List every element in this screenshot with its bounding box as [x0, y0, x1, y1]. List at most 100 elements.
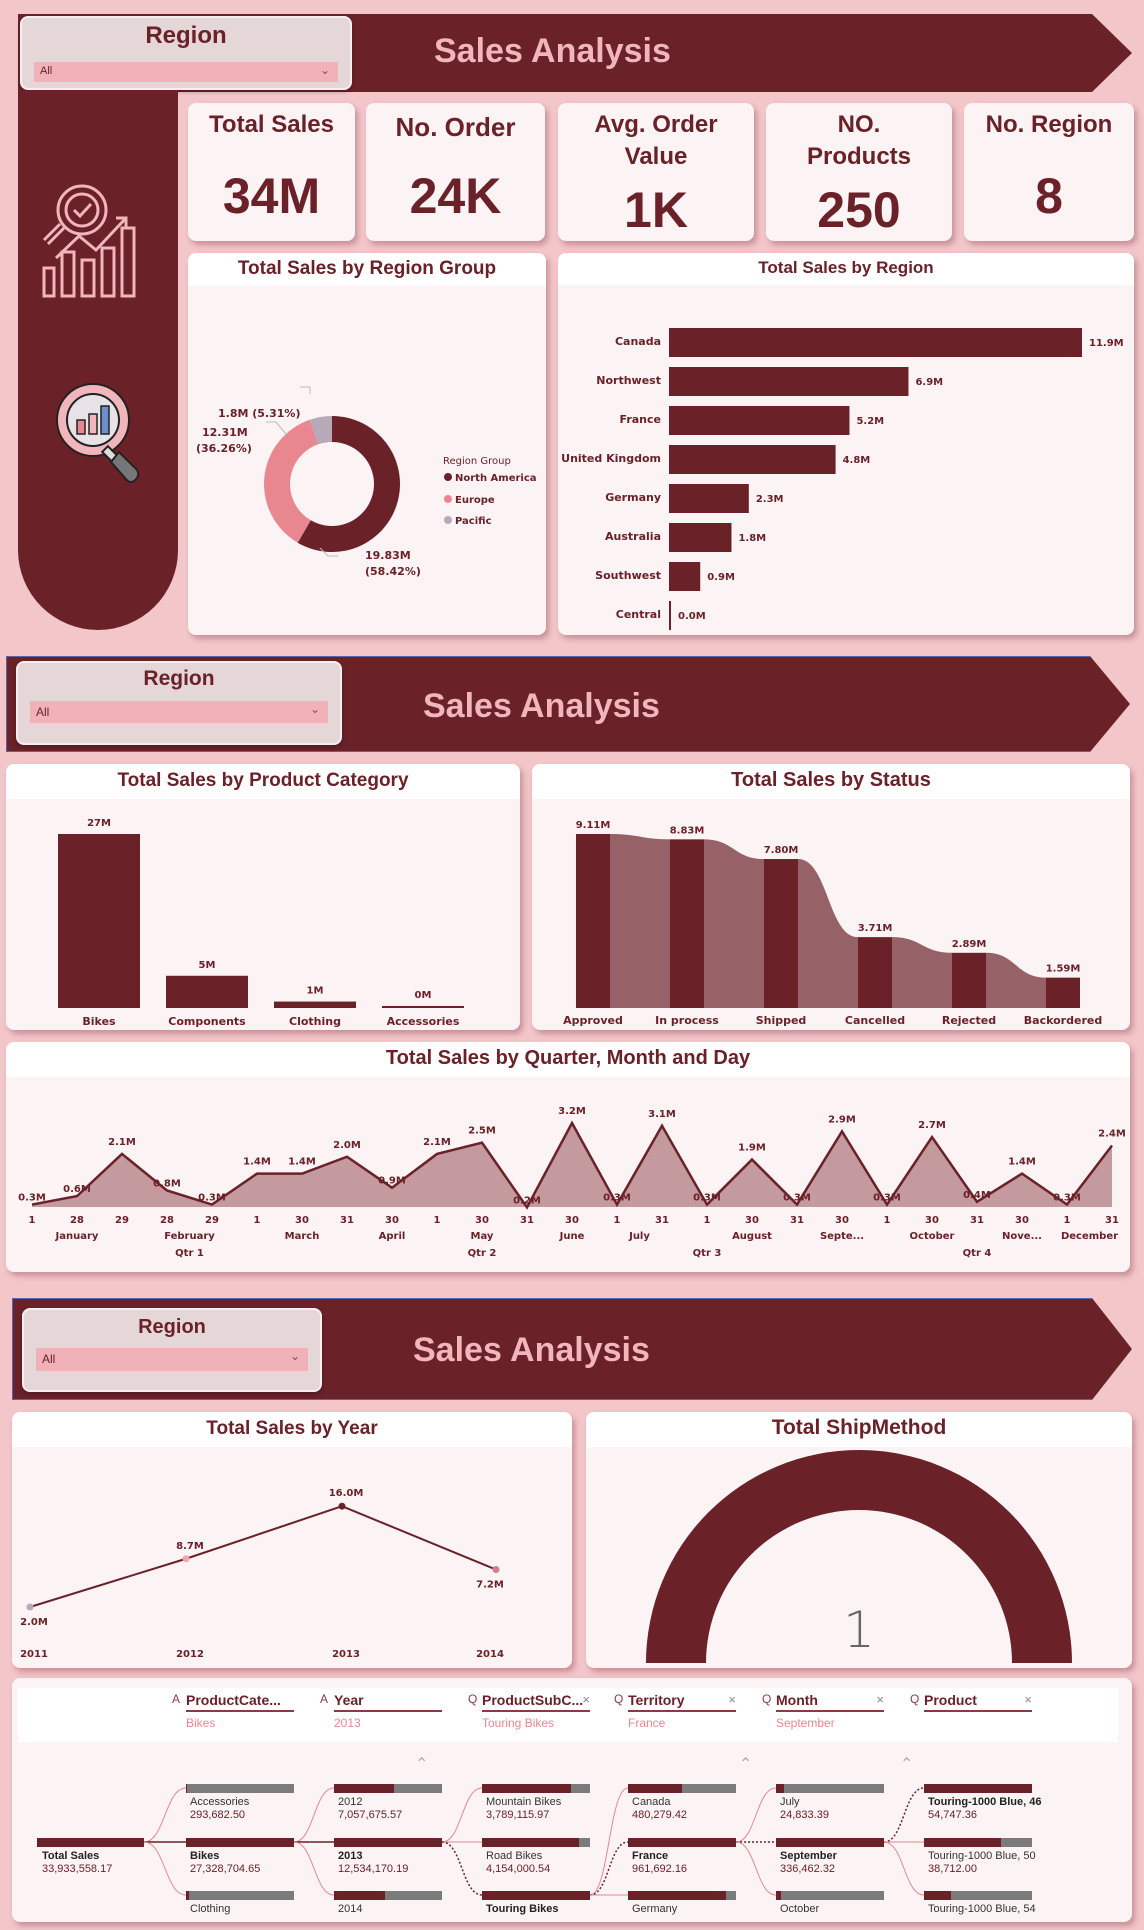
bar-value-label: 5.2M: [856, 416, 884, 427]
bar[interactable]: [952, 952, 986, 1008]
region-dropdown[interactable]: All ⌄: [30, 701, 328, 723]
region-dropdown[interactable]: All ⌄: [34, 62, 338, 82]
bar[interactable]: [382, 1006, 464, 1008]
donut-slice[interactable]: [297, 416, 400, 552]
decomp-node-bar[interactable]: [924, 1838, 1032, 1847]
bar[interactable]: [669, 484, 749, 513]
bar[interactable]: [58, 834, 140, 1008]
area-line[interactable]: [31, 1120, 1113, 1210]
line-point[interactable]: [26, 1603, 34, 1611]
bar[interactable]: [1046, 977, 1080, 1008]
bar-value-label: 2.3M: [756, 494, 784, 505]
expand-up-icon[interactable]: ⌃: [739, 1756, 753, 1773]
bar[interactable]: [576, 834, 610, 1008]
decomp-node-bar[interactable]: [186, 1784, 294, 1793]
bar[interactable]: [669, 406, 850, 435]
bar[interactable]: [669, 562, 701, 591]
bar[interactable]: [166, 975, 248, 1008]
decomp-level-header[interactable]: Q Product ×: [910, 1692, 1032, 1712]
decomp-root-bar[interactable]: [37, 1838, 144, 1847]
decomp-node-label: Touring-1000 Blue, 54: [928, 1903, 1036, 1915]
decomp-node-bar[interactable]: [628, 1891, 736, 1900]
decomp-level-header[interactable]: Q Month ×: [762, 1692, 884, 1712]
day-tick: 31: [655, 1215, 669, 1226]
ribbon: [610, 834, 670, 1008]
close-icon[interactable]: ×: [1024, 1692, 1032, 1707]
close-icon[interactable]: ×: [876, 1692, 884, 1707]
bar[interactable]: [274, 1001, 356, 1008]
bar-category-label: Backordered: [1024, 1014, 1102, 1027]
decomp-node-bar[interactable]: [482, 1784, 590, 1793]
decomp-field-label: Month: [776, 1692, 818, 1708]
kpi-value: 34M: [222, 168, 321, 224]
decomp-node-bar[interactable]: [482, 1891, 590, 1900]
line[interactable]: [29, 1505, 497, 1608]
product-category-bar-chart[interactable]: 27M Bikes 5M Components 1M Clothing 0M Accessor…: [6, 799, 520, 1030]
bar[interactable]: [669, 523, 732, 552]
decomp-node-bar[interactable]: [628, 1838, 736, 1847]
region-slicer[interactable]: Region All ⌄: [16, 661, 342, 745]
month-label: August: [732, 1231, 772, 1242]
area-fill: [32, 1123, 1112, 1208]
decomp-node-bar[interactable]: [628, 1784, 736, 1793]
quarter-month-day-area-chart[interactable]: 0.3M 1 0.6M 28 2.1M 29 0.8M 28 0.3M 29 1.4M 1 1.4M 30…: [6, 1077, 1130, 1272]
region-bar-chart[interactable]: Canada 11.9M Northwest 6.9M France 5.2M United…: [558, 285, 1134, 635]
decomp-node-label: Touring-1000 Blue, 46 54,747.36: [928, 1796, 1042, 1821]
decomp-level-header[interactable]: Q Territory ×: [614, 1692, 736, 1712]
donut-slice[interactable]: [264, 419, 319, 543]
decomp-node-bar[interactable]: [776, 1838, 884, 1847]
bar-value-label: 27M: [87, 818, 111, 829]
year-line-chart-card: Total Sales by Year 2.0M 2011 8.7M 2012 16.0…: [12, 1412, 572, 1668]
quarter-label: Qtr 2: [468, 1248, 497, 1259]
decomp-node-label: Clothing: [190, 1903, 231, 1915]
close-icon[interactable]: ×: [728, 1692, 736, 1707]
dropdown-value: All: [40, 65, 53, 77]
decomp-node-bar[interactable]: [776, 1891, 884, 1900]
bar[interactable]: [669, 445, 836, 474]
decomp-level-header[interactable]: A Year: [320, 1692, 442, 1712]
decomp-selected-value: 2013: [334, 1716, 361, 1730]
bar[interactable]: [858, 937, 892, 1008]
decomp-node-bar[interactable]: [924, 1891, 1032, 1900]
line-point[interactable]: [182, 1555, 190, 1563]
region-slicer[interactable]: Region All ⌄: [22, 1308, 322, 1392]
decomp-level-header[interactable]: A ProductCate...: [172, 1692, 294, 1712]
line-point[interactable]: [338, 1502, 346, 1510]
decomp-level-header[interactable]: Q ProductSubC... ×: [468, 1692, 590, 1712]
bar[interactable]: [669, 367, 909, 396]
region-dropdown[interactable]: All ⌄: [36, 1348, 308, 1371]
year-line-chart[interactable]: 2.0M 2011 8.7M 2012 16.0M 2013 7.2M 2014: [12, 1447, 572, 1668]
chart-title: Total Sales by Quarter, Month and Day: [6, 1042, 1130, 1077]
europe-label-value: 12.31M: [202, 426, 248, 439]
donut-chart[interactable]: 1.8M (5.31%) 12.31M (36.26%) 19.83M (58.…: [188, 286, 546, 626]
bar[interactable]: [669, 328, 1082, 357]
decomp-node-bar[interactable]: [334, 1784, 442, 1793]
decomp-node-bar[interactable]: [776, 1784, 884, 1793]
month-label: March: [285, 1231, 320, 1242]
status-ribbon-chart[interactable]: 9.11M Approved 8.83M In process 7.80M Shipped…: [532, 799, 1130, 1030]
donut-slices[interactable]: [264, 416, 400, 552]
ribbon: [798, 859, 858, 1008]
kpi-value: 24K: [409, 168, 502, 224]
shipmethod-gauge[interactable]: 1: [586, 1447, 1132, 1668]
day-tick: 30: [385, 1215, 399, 1226]
close-icon[interactable]: ×: [582, 1692, 590, 1707]
decomp-node-bar[interactable]: [924, 1784, 1032, 1793]
decomp-node-bar[interactable]: [186, 1838, 294, 1847]
slicer-label: Region: [145, 22, 227, 49]
line-point[interactable]: [492, 1566, 500, 1574]
decomp-node-bar[interactable]: [186, 1891, 294, 1900]
point-label: 2.7M: [918, 1120, 946, 1131]
donut-slice[interactable]: [309, 416, 332, 445]
decomp-node-bar[interactable]: [482, 1838, 590, 1847]
decomp-node-bar[interactable]: [334, 1838, 442, 1847]
region-slicer[interactable]: Region All ⌄: [20, 16, 352, 90]
bar[interactable]: [670, 839, 704, 1008]
expand-up-icon[interactable]: ⌃: [900, 1756, 914, 1773]
expand-up-icon[interactable]: ⌃: [415, 1756, 429, 1773]
bar-category-label: Canada: [615, 335, 661, 348]
bar[interactable]: [669, 601, 671, 630]
decomp-node-bar[interactable]: [334, 1891, 442, 1900]
bar[interactable]: [764, 859, 798, 1008]
day-tick: 28: [160, 1215, 174, 1226]
